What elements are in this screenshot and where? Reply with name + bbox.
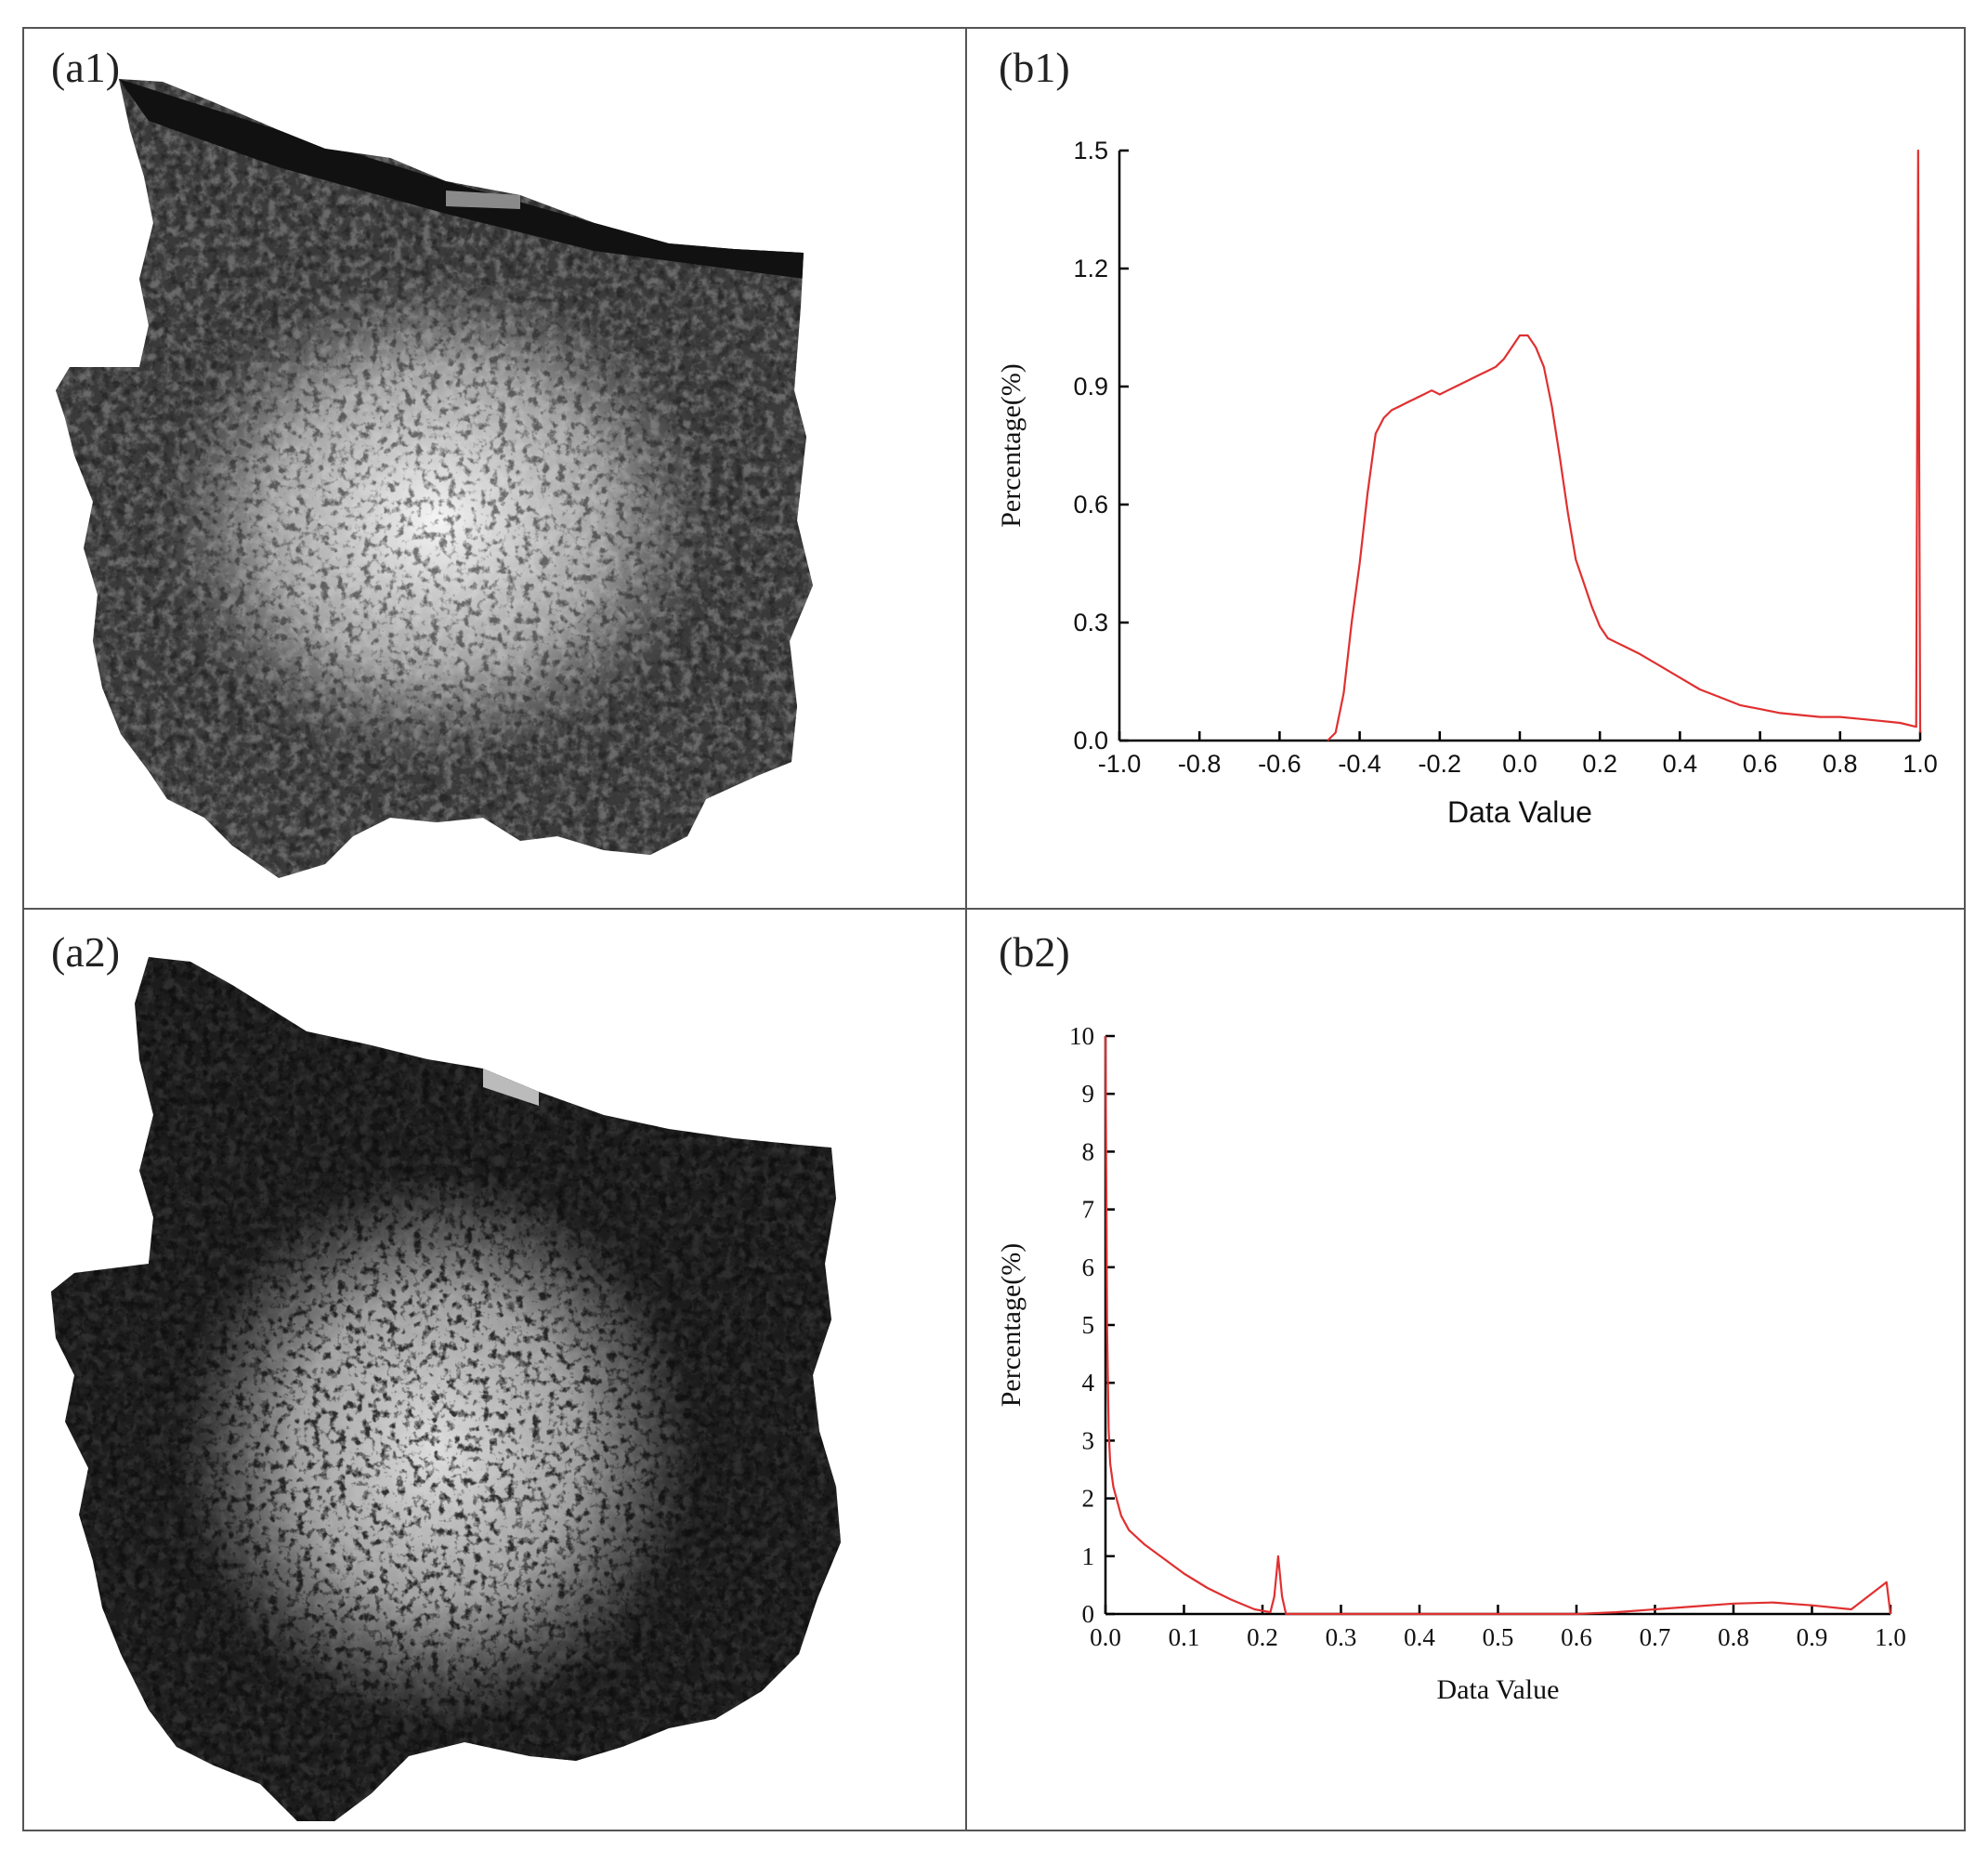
b2-x-tick-label: 1.0 [1875, 1623, 1906, 1651]
b2-series-line [1104, 1035, 1892, 1616]
b1-series-line [1327, 149, 1922, 741]
b2-y-tick-label: 7 [1082, 1196, 1095, 1224]
b1-y-axis-title: Percentage(%) [996, 363, 1027, 528]
b1-x-tick-label: -0.4 [1338, 750, 1381, 778]
b1-y-ticks: 0.0 0.3 0.6 0.9 1.2 1.5 [1073, 137, 1129, 754]
b2-y-tick-label: 3 [1082, 1426, 1095, 1454]
panel-label-b2: (b2) [999, 928, 1070, 976]
figure-frame [22, 27, 1966, 1831]
panel-label-b1: (b1) [999, 44, 1070, 91]
b2-x-axis-title: Data Value [1437, 1674, 1560, 1705]
b2-x-tick-label: 0.2 [1247, 1623, 1278, 1651]
b1-x-tick-label: 0.8 [1823, 750, 1858, 778]
b2-x-tick-label: 0.9 [1797, 1623, 1828, 1651]
map-a1 [56, 79, 813, 878]
b2-y-ticks: 0 1 2 3 4 5 6 7 8 9 10 [1069, 1022, 1115, 1628]
b1-x-tick-label: 0.0 [1502, 750, 1537, 778]
b2-y-tick-label: 9 [1082, 1080, 1095, 1108]
b2-y-tick-label: 0 [1082, 1600, 1095, 1628]
b2-x-tick-label: 0.7 [1640, 1623, 1671, 1651]
b1-x-tick-label: 0.6 [1743, 750, 1778, 778]
b1-x-tick-label: 0.4 [1663, 750, 1698, 778]
b2-y-tick-label: 10 [1069, 1022, 1094, 1050]
b2-y-tick-label: 2 [1082, 1485, 1095, 1513]
b1-x-ticks: -1.0 -0.8 -0.6 -0.4 -0.2 0.0 0.2 0.4 0.6 0.8 1.0 [1098, 731, 1938, 778]
b1-y-tick-label: 0.6 [1073, 491, 1108, 518]
b1-x-tick-label: 1.0 [1903, 750, 1938, 778]
b1-y-tick-label: 1.2 [1073, 255, 1108, 282]
b2-y-axis-title: Percentage(%) [996, 1243, 1027, 1408]
b1-x-tick-label: 0.2 [1582, 750, 1617, 778]
b1-x-tick-label: -0.8 [1178, 750, 1222, 778]
b2-x-tick-label: 0.1 [1169, 1623, 1200, 1651]
chart-b1: -1.0 -0.8 -0.6 -0.4 -0.2 0.0 0.2 0.4 0.6 0.8 1.0 0… [996, 137, 1938, 829]
b2-x-tick-label: 0.4 [1404, 1623, 1435, 1651]
b1-x-axis-title: Data Value [1447, 795, 1592, 829]
b2-x-tick-label: 0.6 [1561, 1623, 1592, 1651]
panel-label-a2: (a2) [51, 928, 120, 976]
b1-x-tick-label: -0.2 [1419, 750, 1462, 778]
b1-x-tick-label: -1.0 [1098, 750, 1142, 778]
b2-x-tick-label: 0.8 [1718, 1623, 1749, 1651]
b2-y-tick-label: 8 [1082, 1137, 1095, 1165]
b2-x-ticks: 0.0 0.1 0.2 0.3 0.4 0.5 0.6 0.7 0.8 0.9 1.0 [1090, 1605, 1906, 1651]
b2-y-tick-label: 5 [1082, 1311, 1095, 1339]
b2-x-tick-label: 0.5 [1483, 1623, 1514, 1651]
chart-b2: 0.0 0.1 0.2 0.3 0.4 0.5 0.6 0.7 0.8 0.9 1.0 0 1 2 3 4 5… [996, 1022, 1906, 1705]
b2-y-tick-label: 4 [1082, 1369, 1095, 1397]
b1-y-tick-label: 0.9 [1073, 373, 1108, 400]
b2-x-tick-label: 0.0 [1090, 1623, 1121, 1651]
b1-x-tick-label: -0.6 [1258, 750, 1301, 778]
b1-y-tick-label: 1.5 [1073, 137, 1108, 164]
b1-y-tick-label: 0.0 [1073, 727, 1108, 754]
b2-y-tick-label: 1 [1082, 1542, 1095, 1570]
map-a2 [51, 957, 841, 1821]
b2-y-tick-label: 6 [1082, 1253, 1095, 1281]
panel-label-a1: (a1) [51, 44, 120, 91]
b2-x-tick-label: 0.3 [1326, 1623, 1357, 1651]
b1-y-tick-label: 0.3 [1073, 609, 1108, 636]
